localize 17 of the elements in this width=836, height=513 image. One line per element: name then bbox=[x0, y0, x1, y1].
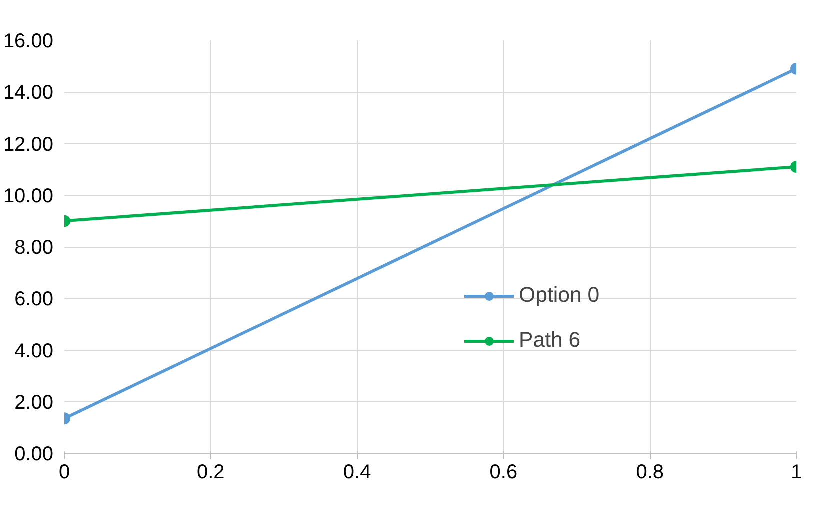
y-tick-label: 14.00 bbox=[3, 82, 54, 104]
x-tick-label: 1 bbox=[790, 462, 802, 484]
x-tick-label: 0.4 bbox=[343, 462, 372, 484]
y-tick-label: 2.00 bbox=[14, 392, 54, 414]
y-tick-label: 8.00 bbox=[14, 237, 54, 259]
y-tick-label: 0.00 bbox=[14, 444, 54, 466]
x-tick-label: 0.2 bbox=[197, 462, 225, 484]
y-tick-label: 12.00 bbox=[3, 134, 54, 156]
x-tick-label: 0.6 bbox=[490, 462, 518, 484]
y-tick-label: 4.00 bbox=[14, 340, 54, 362]
x-tick-label: 0 bbox=[58, 462, 70, 484]
y-tick-label: 10.00 bbox=[3, 185, 54, 208]
y-tick-label: 16.00 bbox=[3, 30, 54, 52]
y-tick-label: 6.00 bbox=[14, 288, 54, 311]
x-tick-label: 0.8 bbox=[636, 462, 664, 484]
legend-label: Path 6 bbox=[519, 328, 581, 353]
legend-label: Option 0 bbox=[519, 283, 600, 308]
